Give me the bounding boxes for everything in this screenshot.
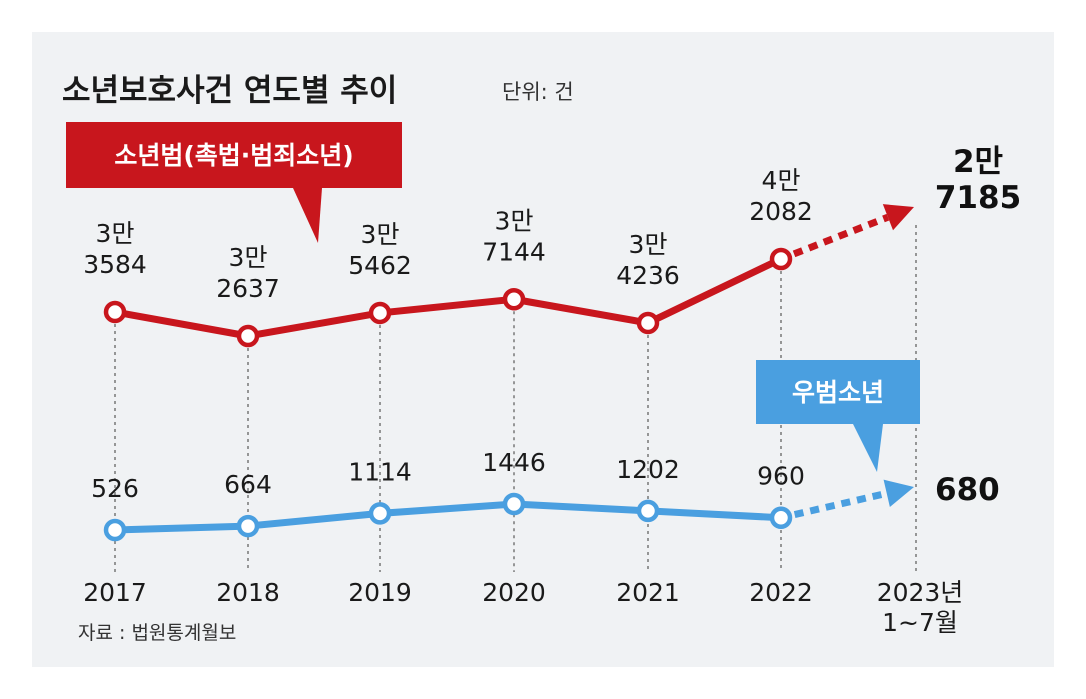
data-label-0-2: 3만 5462 <box>348 220 412 280</box>
data-point-1-5 <box>769 506 793 529</box>
source-note: 자료 : 법원통계월보 <box>78 622 236 644</box>
data-label-0-3: 3만 7144 <box>482 206 546 266</box>
x-tick-2021: 2021 <box>616 578 680 607</box>
data-label-1-4: 1202 <box>616 455 680 484</box>
data-label-0-1: 3만 2637 <box>216 243 280 303</box>
projection-line-0 <box>792 213 890 258</box>
series-line-1 <box>114 500 782 534</box>
x-tick-2018: 2018 <box>216 578 280 607</box>
data-label-0-0: 3만 3584 <box>83 219 147 279</box>
unit-label: 단위: 건 <box>502 80 574 104</box>
projection-line-1 <box>793 489 888 518</box>
x-tick-projection-1: 1~7월 <box>882 608 958 637</box>
data-label-0-5: 4만 2082 <box>749 166 813 226</box>
projected-label-1: 680 <box>935 472 1000 508</box>
projection-arrow-0 <box>882 204 914 231</box>
x-tick-2022: 2022 <box>749 578 813 607</box>
data-point-0-5 <box>769 247 793 271</box>
data-point-0-2 <box>368 301 392 325</box>
x-tick-2019: 2019 <box>348 578 412 607</box>
x-tick-2017: 2017 <box>83 578 147 607</box>
data-label-1-2: 1114 <box>348 457 412 486</box>
series-name-red: 소년범(촉법·범죄소년) <box>114 141 353 170</box>
series-name-blue: 우범소년 <box>792 378 884 407</box>
data-point-1-4 <box>636 499 660 523</box>
data-label-1-0: 526 <box>91 474 139 503</box>
data-point-0-0 <box>103 300 127 324</box>
data-point-1-0 <box>103 518 127 542</box>
data-label-0-4: 3만 4236 <box>616 230 680 290</box>
data-label-1-1: 664 <box>224 470 272 499</box>
data-label-1-5: 960 <box>757 462 805 491</box>
projected-label-0: 2만 7185 <box>935 144 1021 216</box>
data-label-1-3: 1446 <box>482 448 546 477</box>
data-point-0-3 <box>502 288 526 311</box>
data-point-0-4 <box>636 311 660 335</box>
x-tick-projection-0: 2023년 <box>877 578 964 607</box>
data-point-1-1 <box>236 514 260 538</box>
series-label-pre-delinquent: 우범소년 <box>756 360 920 472</box>
projection-arrow-1 <box>883 479 914 507</box>
series-line-0 <box>114 255 783 340</box>
x-tick-2020: 2020 <box>482 578 546 607</box>
data-point-1-3 <box>502 492 526 516</box>
series-label-juvenile-offenders: 소년범(촉법·범죄소년) <box>66 122 402 243</box>
data-point-1-2 <box>368 502 392 525</box>
data-point-0-1 <box>236 324 260 348</box>
chart-title: 소년보호사건 연도별 추이 <box>62 73 397 109</box>
